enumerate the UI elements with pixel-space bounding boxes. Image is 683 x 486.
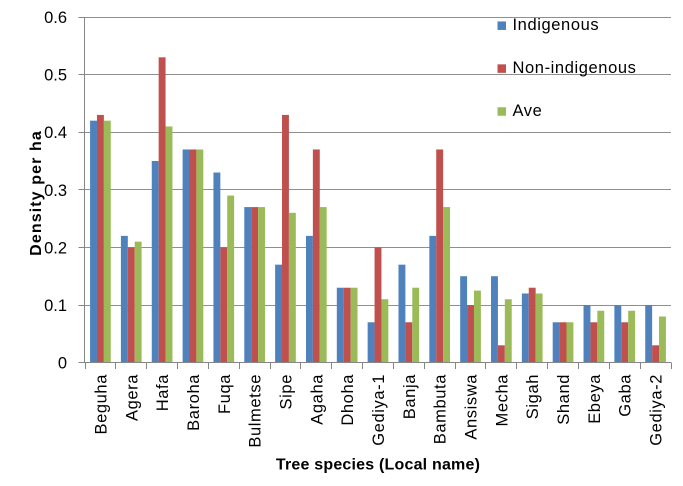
svg-text:0.6: 0.6	[44, 9, 67, 27]
svg-text:Gaba: Gaba	[617, 374, 635, 417]
svg-text:0.5: 0.5	[44, 67, 67, 85]
svg-text:Mecha: Mecha	[493, 374, 511, 427]
svg-text:0.1: 0.1	[44, 297, 67, 315]
svg-text:Bulmetse: Bulmetse	[247, 374, 265, 448]
svg-text:Gediya-2: Gediya-2	[648, 374, 666, 446]
svg-text:Hafa: Hafa	[154, 374, 172, 411]
svg-text:Baroha: Baroha	[185, 374, 203, 431]
svg-text:Ave: Ave	[513, 102, 543, 120]
svg-text:Fuqa: Fuqa	[216, 374, 234, 414]
svg-text:Tree species (Local name): Tree species (Local name)	[276, 457, 480, 474]
svg-text:0.4: 0.4	[44, 124, 67, 142]
svg-text:Sigah: Sigah	[524, 374, 542, 419]
svg-text:Sipe: Sipe	[277, 374, 295, 409]
svg-text:Bambuta: Bambuta	[432, 374, 450, 444]
svg-text:Dhoha: Dhoha	[339, 374, 357, 426]
svg-text:Beguha: Beguha	[92, 374, 110, 435]
svg-text:Agaha: Agaha	[308, 374, 326, 425]
svg-text:0.2: 0.2	[44, 239, 67, 257]
svg-text:Indigenous: Indigenous	[513, 16, 600, 34]
svg-text:Gediya-1: Gediya-1	[370, 374, 388, 446]
svg-text:Shand: Shand	[555, 374, 573, 425]
svg-text:0: 0	[58, 355, 67, 373]
svg-text:Banja: Banja	[401, 374, 419, 419]
svg-text:Agera: Agera	[123, 374, 141, 421]
svg-text:Non-indigenous: Non-indigenous	[513, 59, 637, 77]
svg-text:Ansiswa: Ansiswa	[463, 374, 481, 440]
svg-text:Ebeya: Ebeya	[586, 374, 604, 424]
svg-text:Density per ha: Density per ha	[28, 130, 45, 256]
svg-text:0.3: 0.3	[44, 182, 67, 200]
